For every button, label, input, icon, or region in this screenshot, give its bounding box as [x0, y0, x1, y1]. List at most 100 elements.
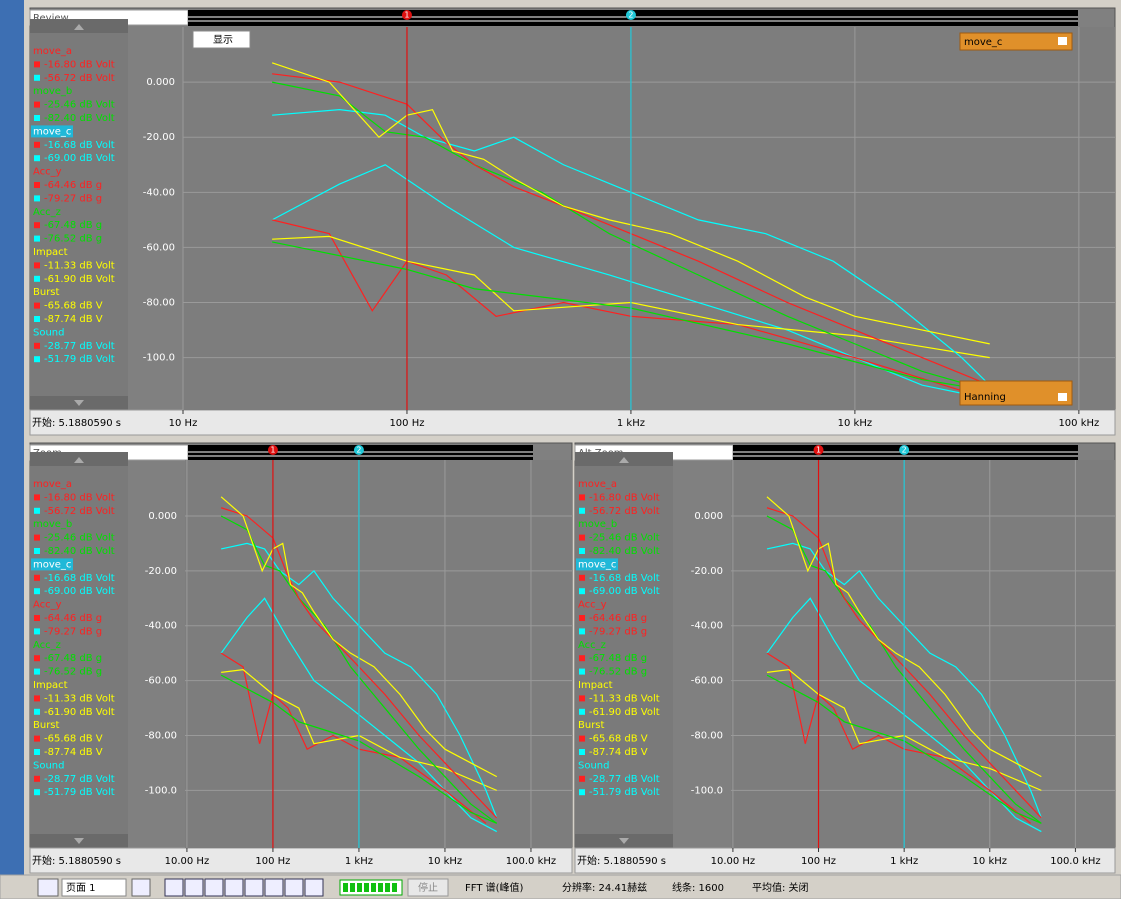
channel-name[interactable]: move_a [33, 479, 72, 490]
page-button[interactable] [131, 878, 151, 897]
page-label: 页面 1 [66, 882, 96, 894]
reading-swatch [34, 668, 40, 675]
channel-name[interactable]: move_b [33, 519, 72, 530]
channel-name[interactable]: Acc_z [33, 640, 61, 651]
channel-name[interactable]: Burst [33, 287, 60, 298]
reading-swatch [579, 507, 585, 514]
cursor-handle[interactable] [353, 445, 364, 455]
reading: -28.77 dB Volt [44, 774, 115, 785]
x-tick-label: 100 Hz [801, 856, 836, 867]
x-tick-label: 10 kHz [838, 418, 872, 429]
reading: -16.68 dB Volt [44, 140, 115, 151]
overlay-btn[interactable] [1058, 393, 1067, 401]
y-tick-label: -100.0 [143, 353, 175, 364]
overlay-btn[interactable] [1058, 37, 1067, 45]
channel-name[interactable]: move_c [33, 559, 71, 570]
page-box[interactable] [61, 878, 127, 897]
media-button[interactable] [304, 878, 324, 897]
spectrum-line [221, 669, 497, 791]
scroll-down-arrow [74, 838, 84, 844]
spectrum-line [272, 235, 990, 359]
media-button[interactable] [284, 878, 304, 897]
overlay-box[interactable] [959, 380, 1073, 406]
reading-swatch [34, 775, 40, 782]
reading-swatch [579, 749, 585, 755]
channel-name[interactable]: Burst [578, 720, 605, 731]
traces [220, 496, 498, 833]
reading-swatch [34, 749, 40, 755]
media-button[interactable] [184, 878, 204, 897]
reading: -67.48 dB g [44, 220, 102, 231]
cursor-handle[interactable] [625, 10, 636, 20]
reading-swatch [34, 101, 40, 108]
reading: -64.46 dB g [589, 613, 647, 624]
channel-name[interactable]: Sound [33, 760, 65, 771]
spectrum-line [220, 674, 497, 824]
reading: -56.72 dB Volt [44, 73, 115, 84]
channel-name[interactable]: Acc_y [578, 600, 607, 611]
reading-swatch [579, 735, 585, 742]
average: 平均值: 关闭 [752, 881, 809, 894]
channel-name[interactable]: move_a [578, 479, 617, 490]
reading: -51.79 dB Volt [44, 787, 115, 798]
channel-name[interactable]: Impact [33, 680, 68, 691]
media-button[interactable] [224, 878, 244, 897]
channel-name[interactable]: Sound [578, 760, 610, 771]
page-icon[interactable] [37, 878, 59, 897]
media-button[interactable] [164, 878, 184, 897]
cursor-handle[interactable] [813, 445, 824, 455]
cursor-handle[interactable] [899, 445, 910, 455]
y-tick-label: -80.00 [691, 730, 723, 741]
reading: -56.72 dB Volt [44, 506, 115, 517]
legend-highlight [31, 125, 73, 138]
media-button[interactable] [204, 878, 224, 897]
channel-name[interactable]: move_a [33, 46, 72, 57]
spectrum-line [272, 81, 990, 392]
spectrum-line [221, 542, 498, 819]
channel-name[interactable]: Sound [33, 327, 65, 338]
reading: -28.77 dB Volt [44, 341, 115, 352]
overlay-box[interactable] [959, 32, 1073, 51]
reading: -79.27 dB g [589, 626, 647, 637]
y-tick-label: 0.000 [694, 511, 723, 522]
reading: -25.46 dB Volt [44, 533, 115, 544]
channel-name[interactable]: Impact [33, 247, 68, 258]
channel-name[interactable]: Impact [578, 680, 613, 691]
reading: -25.46 dB Volt [589, 533, 660, 544]
stop-button[interactable] [407, 878, 449, 897]
reading-swatch [34, 61, 40, 68]
spectrum-line [220, 515, 498, 824]
cursor-handle[interactable] [401, 10, 412, 20]
spectrum-line [272, 241, 990, 392]
channel-name[interactable]: move_b [578, 519, 617, 530]
reading: -61.90 dB Volt [44, 707, 115, 718]
spectrum-line [272, 109, 991, 386]
x-tick-label: 10.00 Hz [711, 856, 756, 867]
y-tick-label: -80.00 [143, 298, 175, 309]
reading-swatch [34, 789, 40, 796]
channel-name[interactable]: move_c [33, 126, 71, 137]
x-tick-label: 10 kHz [973, 856, 1007, 867]
display-button[interactable] [192, 30, 251, 49]
reading-swatch [579, 789, 585, 796]
traces [766, 496, 1042, 833]
media-button[interactable] [264, 878, 284, 897]
channel-name[interactable]: move_b [33, 86, 72, 97]
cursor-handle[interactable] [267, 445, 278, 455]
channel-name[interactable]: Burst [33, 720, 60, 731]
scroll-up-arrow [74, 457, 84, 463]
media-button[interactable] [244, 878, 264, 897]
channel-name[interactable]: move_c [578, 559, 616, 570]
channel-name[interactable]: Acc_y [33, 167, 62, 178]
y-tick-label: 0.000 [148, 511, 177, 522]
channel-name[interactable]: Acc_y [33, 600, 62, 611]
y-tick-label: -80.00 [145, 730, 177, 741]
channel-name[interactable]: Acc_z [578, 640, 606, 651]
x-tick-label: 100.0 kHz [506, 856, 556, 867]
y-tick-label: -60.00 [145, 676, 177, 687]
reading-swatch [34, 235, 40, 242]
channel-name[interactable]: Acc_z [33, 207, 61, 218]
progress-block [385, 883, 390, 892]
spectrum-line [766, 674, 1042, 824]
